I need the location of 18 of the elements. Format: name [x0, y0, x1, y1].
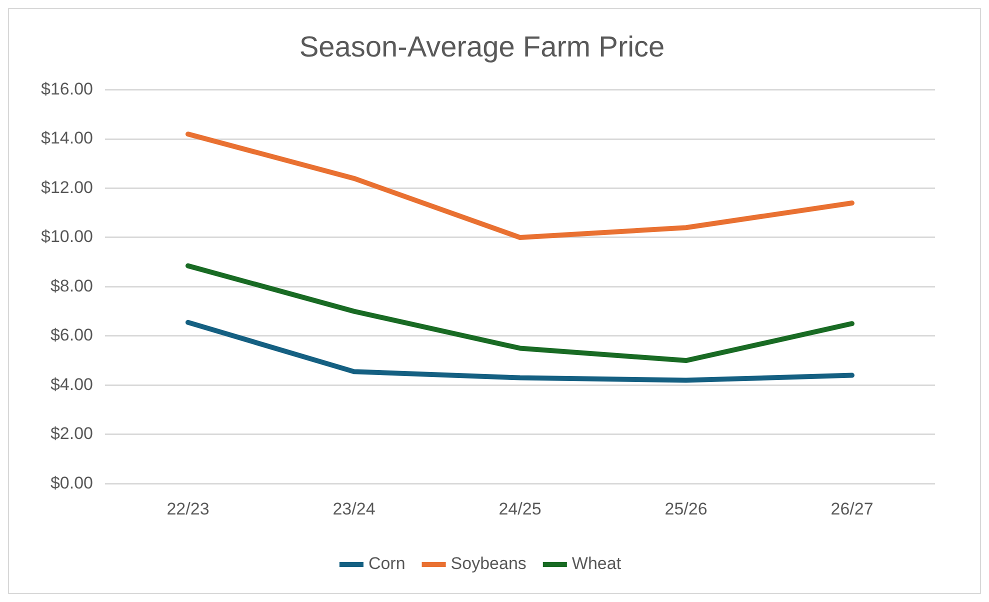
legend-label: Wheat: [572, 554, 622, 574]
y-tick-label: $6.00: [50, 326, 93, 345]
x-tick-label: 26/27: [830, 499, 874, 518]
x-tick-label: 22/23: [166, 499, 210, 518]
x-tick-label: 23/24: [332, 499, 376, 518]
x-tick-label: 25/26: [664, 499, 708, 518]
chart-title: Season-Average Farm Price: [299, 31, 665, 64]
y-tick-label: $0.00: [50, 473, 93, 492]
legend-label: Corn: [368, 554, 406, 574]
x-tick-label: 24/25: [498, 499, 542, 518]
y-tick-label: $10.00: [40, 227, 93, 246]
y-tick-label: $14.00: [40, 128, 93, 148]
y-tick-label: $8.00: [50, 276, 93, 296]
y-tick-label: $16.00: [40, 79, 93, 98]
legend-label: Soybeans: [450, 554, 526, 574]
y-tick-label: $2.00: [50, 424, 93, 444]
y-tick-label: $12.00: [40, 178, 93, 197]
y-tick-label: $4.00: [50, 374, 93, 394]
